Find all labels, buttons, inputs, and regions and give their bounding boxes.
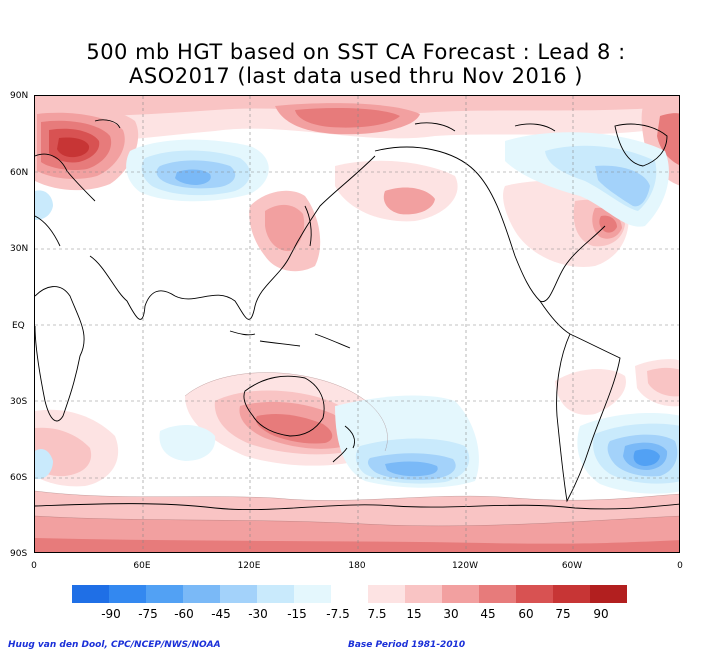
lon-label-0: 0	[31, 561, 37, 571]
asia-coast	[174, 155, 376, 320]
arctic-islands	[94, 119, 556, 132]
positive-anomaly-layer	[35, 96, 679, 552]
anomaly-map	[34, 95, 680, 553]
colorbar-swatch	[294, 585, 331, 603]
colorbar-swatch	[479, 585, 516, 603]
negative-anomaly-layer	[35, 132, 679, 494]
colorbar-label: 45	[480, 607, 496, 621]
lon-label-60e: 60E	[133, 561, 151, 571]
new-zealand-coast	[332, 425, 356, 463]
japan-coast	[304, 205, 312, 247]
colorbar-swatch	[331, 585, 368, 603]
south-america-coast	[556, 333, 621, 503]
west-edge-low	[35, 449, 53, 479]
greenland-coast	[614, 123, 668, 167]
antarctica-coast	[35, 503, 679, 511]
colorbar-swatch	[405, 585, 442, 603]
north-america-coast	[374, 146, 606, 302]
footer-credit: Huug van den Dool, CPC/NCEP/NWS/NOAA	[8, 640, 221, 650]
colorbar-swatch	[442, 585, 479, 603]
colorbar-swatch	[146, 585, 183, 603]
map-title-line2: ASO2017 (last data used thru Nov 2016 )	[129, 64, 583, 88]
indonesia-islands	[229, 330, 351, 349]
arabia-india-coast	[89, 255, 176, 320]
colorbar-swatch	[72, 585, 109, 603]
lon-label-0-end: 0	[677, 561, 683, 571]
lat-label-60s: 60S	[10, 473, 28, 483]
lat-label-90s: 90S	[10, 549, 28, 559]
colorbar-label: -90	[101, 607, 121, 621]
lat-label-30n: 30N	[10, 244, 29, 254]
coastlines	[35, 119, 679, 511]
colorbar-swatch	[183, 585, 220, 603]
lon-label-60w: 60W	[561, 561, 583, 571]
colorbar-label: -45	[211, 607, 231, 621]
colorbar-swatch	[553, 585, 590, 603]
lon-label-180: 180	[348, 561, 366, 571]
colorbar-label: -75	[138, 607, 158, 621]
central-america-coast	[539, 300, 571, 335]
lon-label-120e: 120E	[237, 561, 261, 571]
west-edge-north-low	[35, 190, 53, 220]
anomaly-map-svg	[35, 96, 679, 552]
colorbar-swatch	[220, 585, 257, 603]
map-title-line1: 500 mb HGT based on SST CA Forecast : Le…	[86, 40, 626, 64]
colorbar-label: -15	[287, 607, 307, 621]
lat-label-eq: EQ	[12, 321, 25, 331]
colorbar-label: -30	[248, 607, 268, 621]
colorbar-label: 15	[406, 607, 422, 621]
colorbar-label: 60	[518, 607, 534, 621]
colorbar-label: 30	[443, 607, 459, 621]
africa-coast	[35, 286, 85, 422]
colorbar-swatch	[257, 585, 294, 603]
lon-label-120w: 120W	[451, 561, 479, 571]
lat-label-60n: 60N	[10, 168, 29, 178]
colorbar-label: 90	[593, 607, 609, 621]
lat-label-30s: 30S	[10, 397, 28, 407]
colorbar-label: -7.5	[326, 607, 350, 621]
colorbar-label: 75	[555, 607, 571, 621]
footer-base-period: Base Period 1981-2010	[348, 640, 466, 650]
indian-ocean-low	[159, 424, 216, 461]
europe-coast	[35, 153, 96, 247]
australia-coast	[243, 375, 325, 437]
colorbar-swatch	[590, 585, 627, 603]
colorbar-swatch	[516, 585, 553, 603]
colorbar-label: 7.5	[367, 607, 387, 621]
colorbar-swatch	[109, 585, 146, 603]
graticule	[35, 96, 679, 552]
colorbar-label: -60	[174, 607, 194, 621]
colorbar-swatch	[368, 585, 405, 603]
lat-label-90n: 90N	[10, 91, 29, 101]
